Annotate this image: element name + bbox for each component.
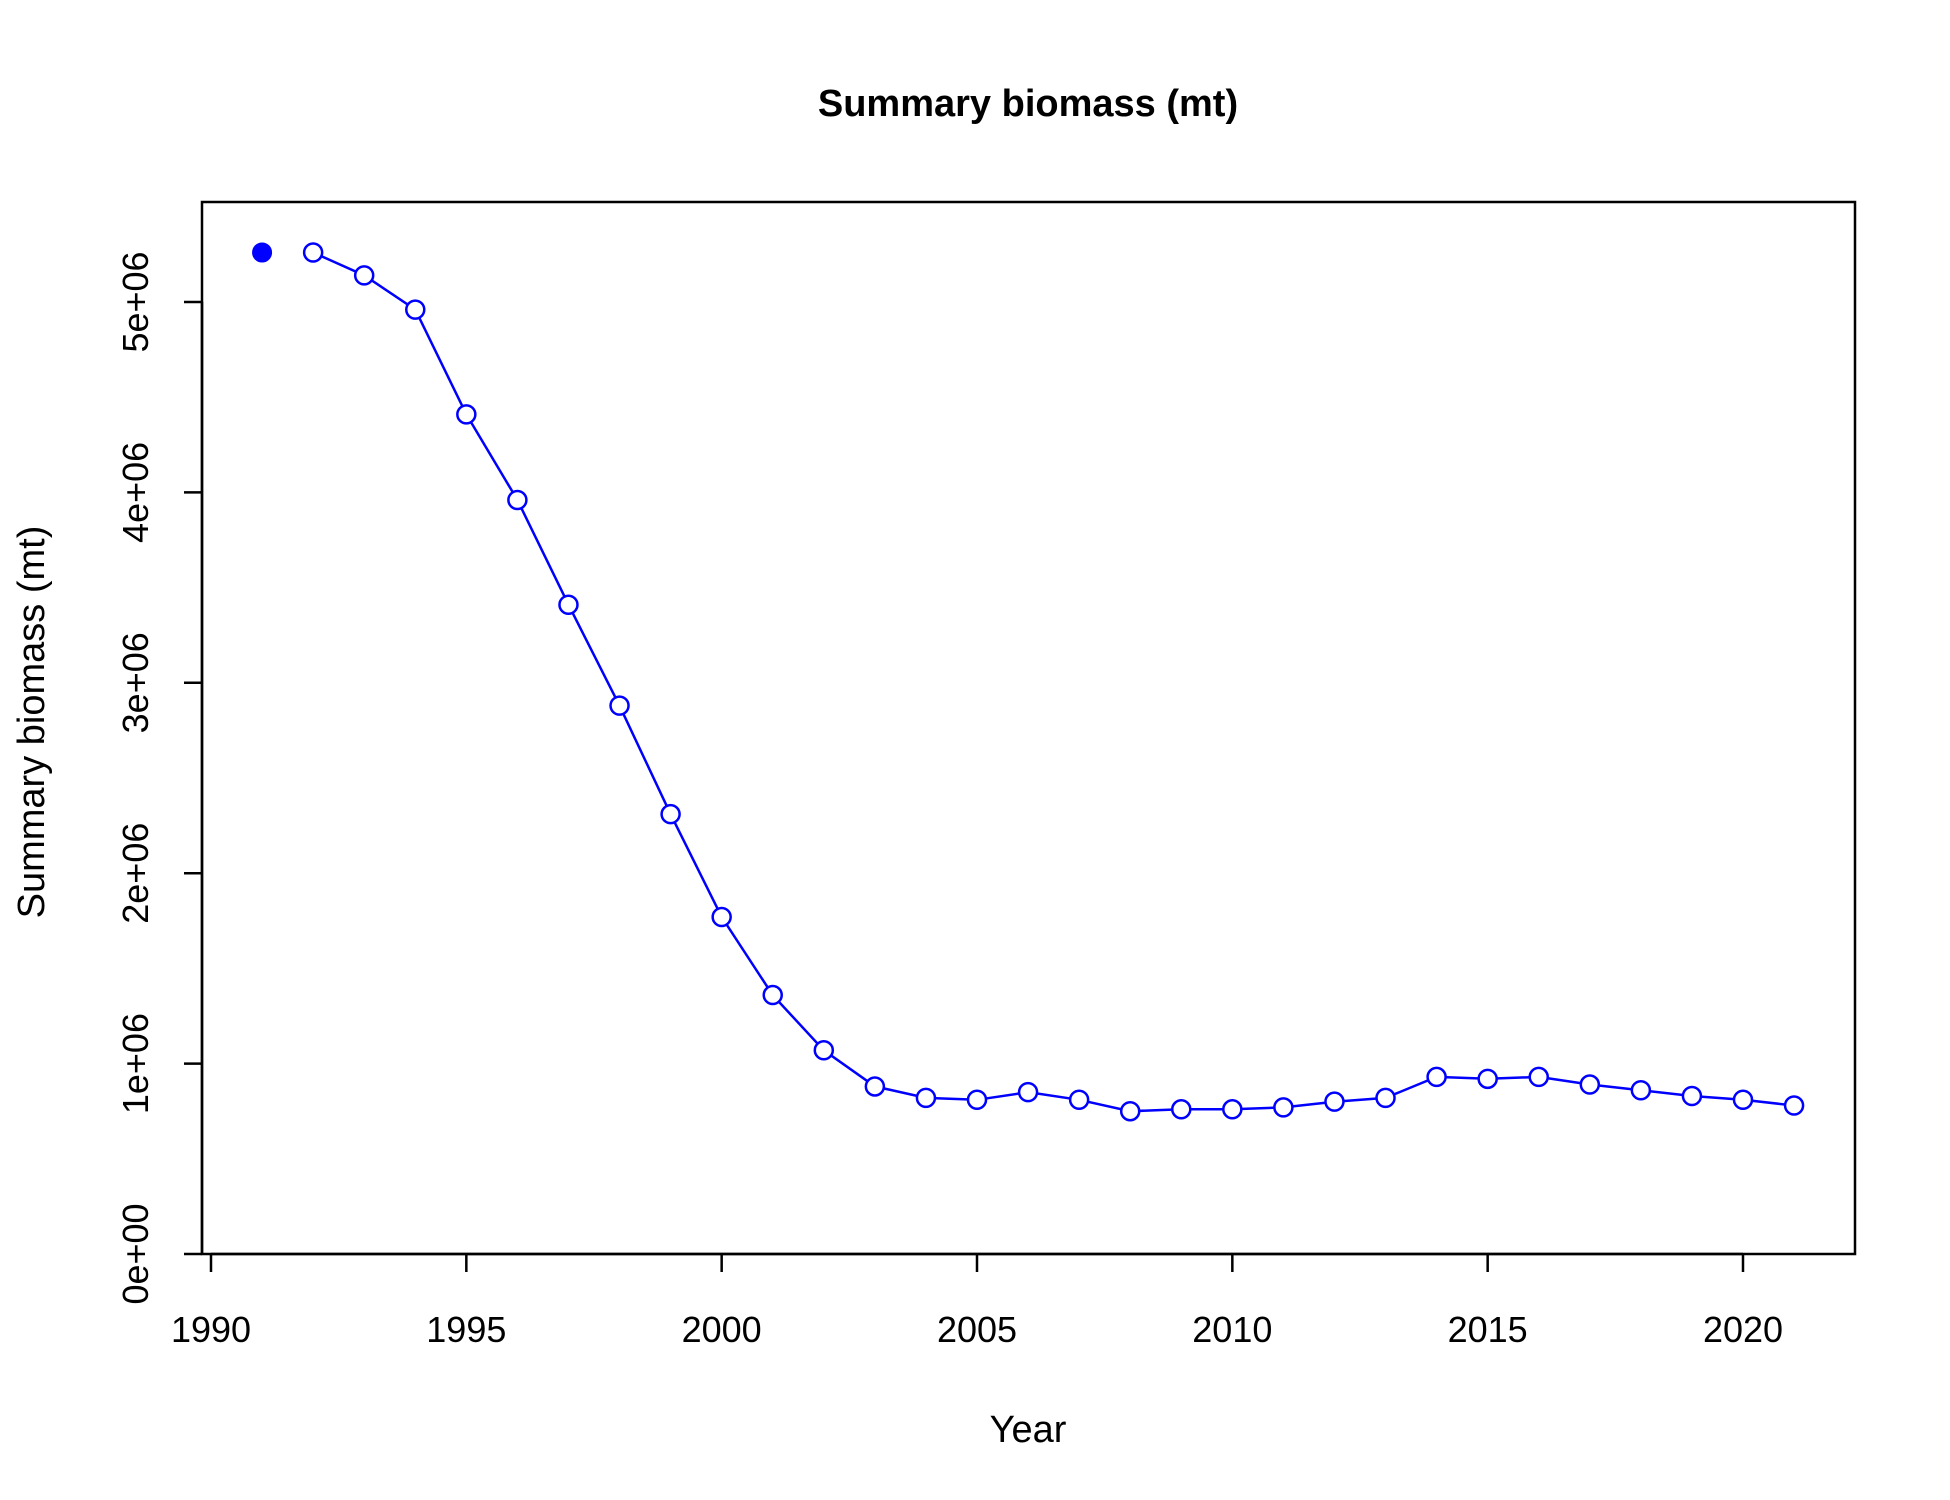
data-point — [1681, 1085, 1703, 1107]
data-point — [353, 265, 375, 286]
x-tick-label: 2015 — [1448, 1309, 1528, 1350]
data-point — [1630, 1080, 1652, 1101]
y-tick-label: 1e+06 — [115, 1013, 156, 1114]
data-point — [864, 1076, 886, 1097]
data-point — [1426, 1066, 1447, 1088]
data-point — [1017, 1081, 1039, 1103]
data-point — [1783, 1095, 1805, 1116]
data-point — [609, 695, 630, 716]
y-axis-label: Summary biomass (mt) — [11, 526, 53, 919]
data-point — [405, 299, 426, 320]
x-tick-label: 2005 — [937, 1309, 1017, 1350]
x-tick-label: 2020 — [1703, 1309, 1783, 1350]
data-point — [1222, 1099, 1243, 1120]
data-point — [1273, 1097, 1294, 1118]
data-point — [1477, 1068, 1498, 1090]
y-tick-label: 4e+06 — [115, 442, 156, 543]
y-tick-label: 2e+06 — [115, 823, 156, 924]
data-point — [762, 984, 783, 1006]
x-tick-label: 1995 — [426, 1309, 506, 1350]
series-layer — [252, 242, 1805, 1122]
data-point — [966, 1089, 988, 1111]
data-point — [711, 906, 732, 928]
data-point — [1324, 1091, 1345, 1112]
data-point — [1528, 1066, 1549, 1088]
data-point — [456, 404, 477, 425]
data-point — [915, 1087, 937, 1109]
data-point — [558, 594, 579, 615]
y-tick-label: 3e+06 — [115, 632, 156, 733]
data-point — [302, 242, 324, 263]
data-point — [1375, 1087, 1396, 1109]
data-point — [813, 1040, 835, 1061]
data-point — [1171, 1099, 1192, 1120]
data-point — [1119, 1100, 1141, 1122]
y-axis: 0e+00 1e+06 2e+06 3e+06 4e+06 5e+06 — [115, 251, 204, 1305]
x-tick-label: 1990 — [171, 1309, 251, 1350]
series-line — [312, 251, 1795, 1113]
data-point — [1579, 1074, 1601, 1095]
chart-title: Summary biomass (mt) — [818, 83, 1238, 125]
y-tick-label: 5e+06 — [115, 251, 156, 352]
x-tick-label: 2010 — [1192, 1309, 1272, 1350]
data-point — [1732, 1089, 1754, 1111]
data-point — [507, 489, 528, 511]
data-point — [660, 803, 681, 825]
data-point-filled — [252, 242, 273, 263]
x-tick-label: 2000 — [682, 1309, 762, 1350]
y-tick-label: 0e+00 — [115, 1203, 156, 1304]
x-axis: 1990 1995 2000 2005 2010 2015 2020 — [171, 1252, 1783, 1350]
data-point — [1068, 1089, 1090, 1111]
x-axis-label: Year — [990, 1409, 1067, 1451]
